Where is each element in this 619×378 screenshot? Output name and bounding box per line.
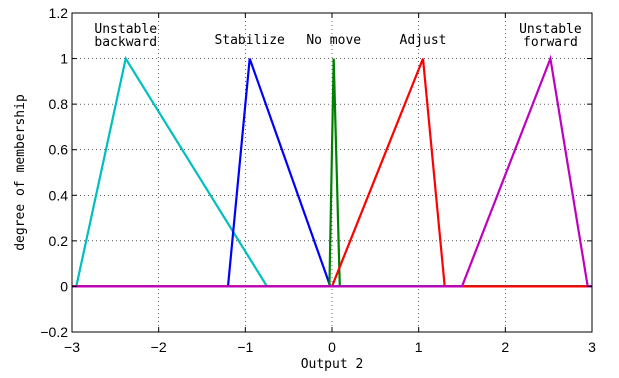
series-label-5: forward [523,35,578,50]
series-label-1: backward [94,35,157,50]
y-tick-label: 1 [60,51,68,67]
y-axis-label: degree of membership [13,94,28,251]
y-tick-label: 0 [60,278,68,294]
series-label-4: Adjust [400,33,447,48]
x-tick-label: −1 [237,339,253,355]
axis-ticks: −3 −2 −1 0 1 2 3 −0.2 0 0.2 0.4 0.6 0.8 1 1.2 [40,5,596,355]
series-label-5: Unstable [519,22,582,37]
x-tick-label: 1 [415,339,423,355]
y-tick-label: −0.2 [40,324,68,340]
x-tick-label: 3 [588,339,596,355]
y-tick-label: 0.6 [49,142,69,158]
x-tick-label: 0 [328,339,336,355]
x-tick-label: 2 [501,339,509,355]
x-tick-label: −2 [151,339,167,355]
series-label-3: No move [306,33,361,48]
series-label-2: Stabilize [214,33,285,48]
x-tick-label: −3 [64,339,80,355]
y-tick-label: 0.2 [49,233,69,249]
x-axis-label: Output 2 [301,357,364,372]
y-tick-label: 0.4 [49,187,69,203]
y-tick-label: 0.8 [49,96,69,112]
y-tick-label: 1.2 [49,5,69,21]
series-label-1: Unstable [94,22,157,37]
